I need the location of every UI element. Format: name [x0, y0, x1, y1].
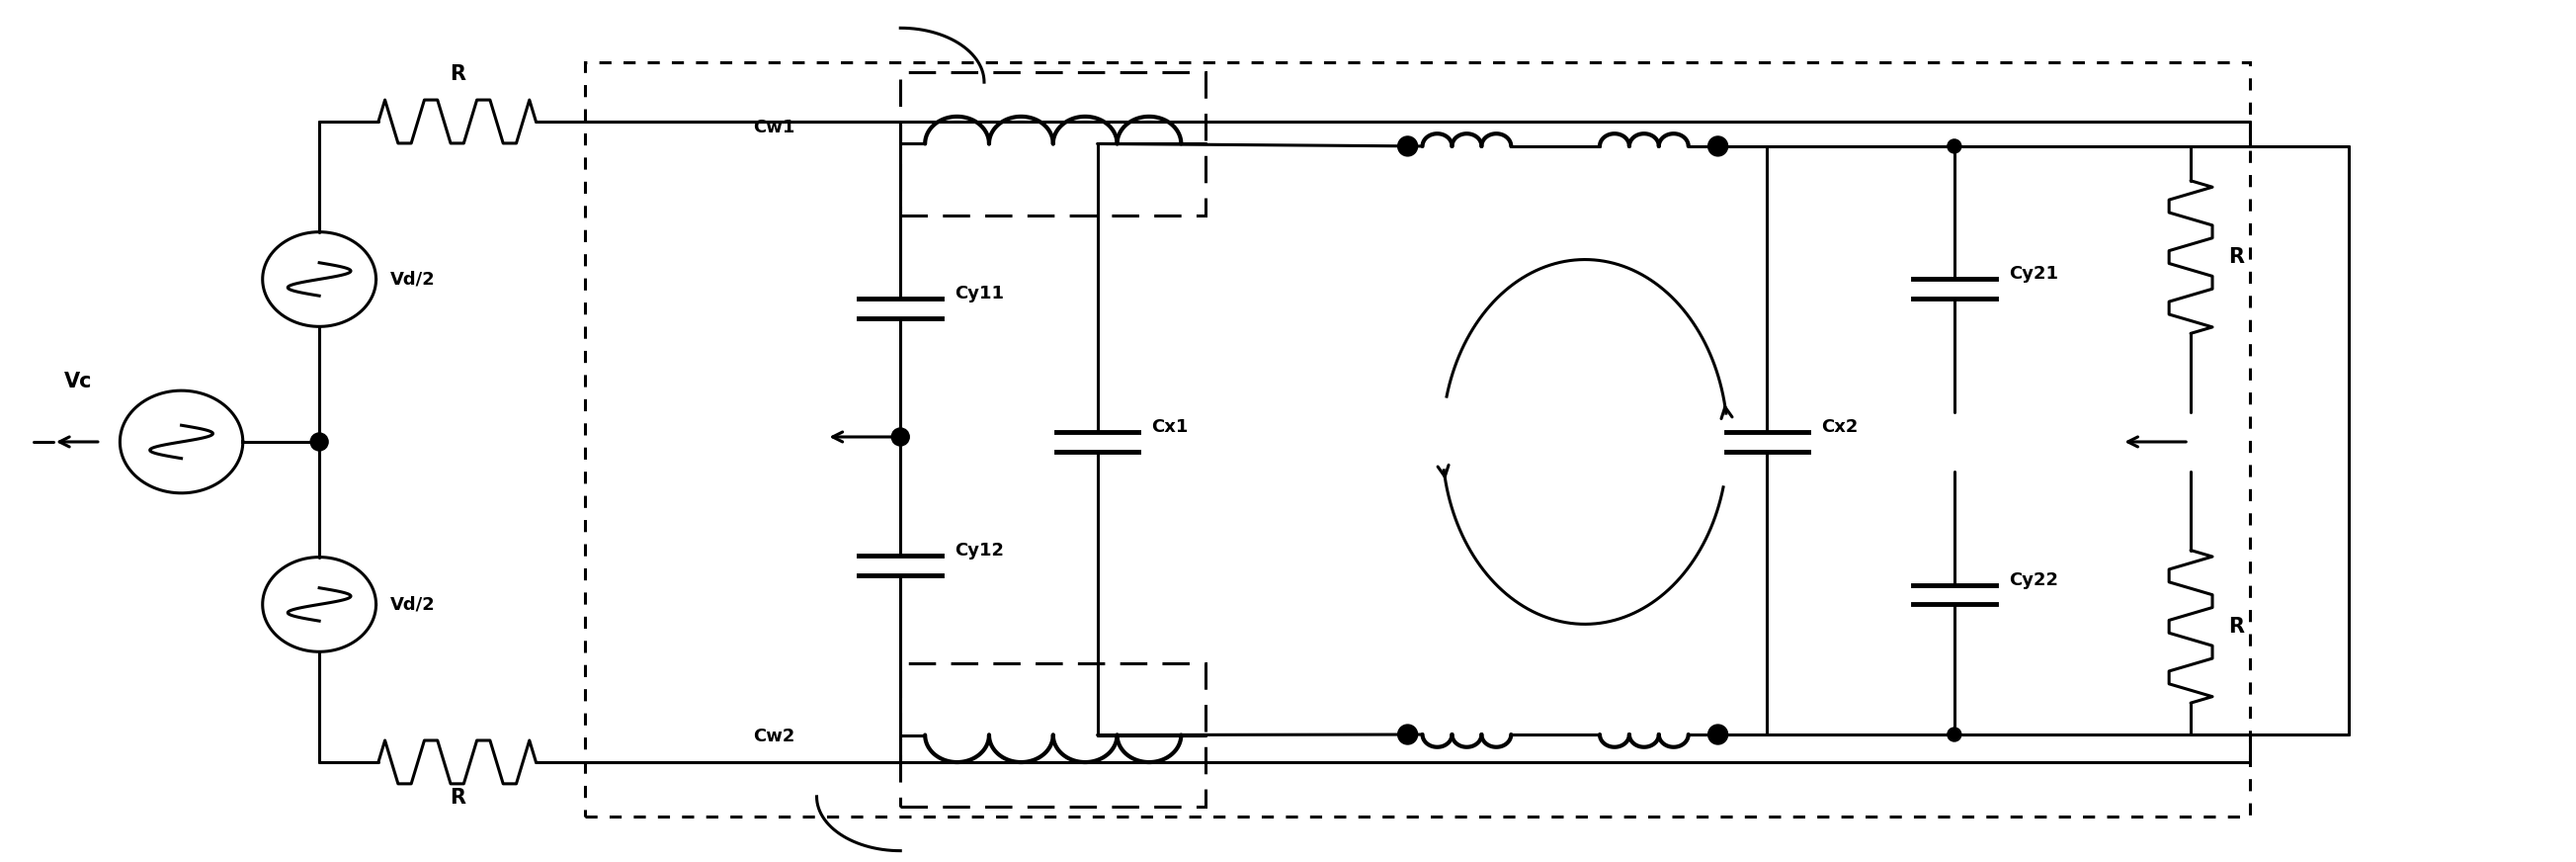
Circle shape — [312, 433, 327, 451]
Text: Vc: Vc — [64, 372, 93, 391]
Bar — [902, 664, 1206, 807]
Circle shape — [1399, 136, 1417, 156]
Text: Vd/2: Vd/2 — [389, 271, 435, 288]
Text: Vd/2: Vd/2 — [389, 596, 435, 614]
Circle shape — [1947, 140, 1960, 153]
Text: Cy22: Cy22 — [2009, 571, 2058, 589]
Text: R: R — [2228, 616, 2244, 636]
Bar — [585, 62, 2249, 816]
Text: Cy11: Cy11 — [956, 285, 1005, 303]
Circle shape — [1399, 725, 1417, 745]
Text: Cw1: Cw1 — [752, 119, 793, 136]
Text: Cx1: Cx1 — [1151, 418, 1188, 436]
Text: Cy21: Cy21 — [2009, 265, 2058, 284]
Text: R: R — [448, 65, 466, 84]
Text: R: R — [2228, 247, 2244, 267]
Text: Cw2: Cw2 — [752, 728, 793, 746]
Text: Cx2: Cx2 — [1821, 418, 1857, 436]
Circle shape — [1708, 136, 1728, 156]
Circle shape — [1708, 725, 1728, 745]
Bar — [902, 72, 1206, 216]
Circle shape — [1947, 728, 1960, 741]
Text: Cy12: Cy12 — [956, 541, 1005, 559]
Text: R: R — [448, 788, 466, 808]
Circle shape — [891, 428, 909, 446]
